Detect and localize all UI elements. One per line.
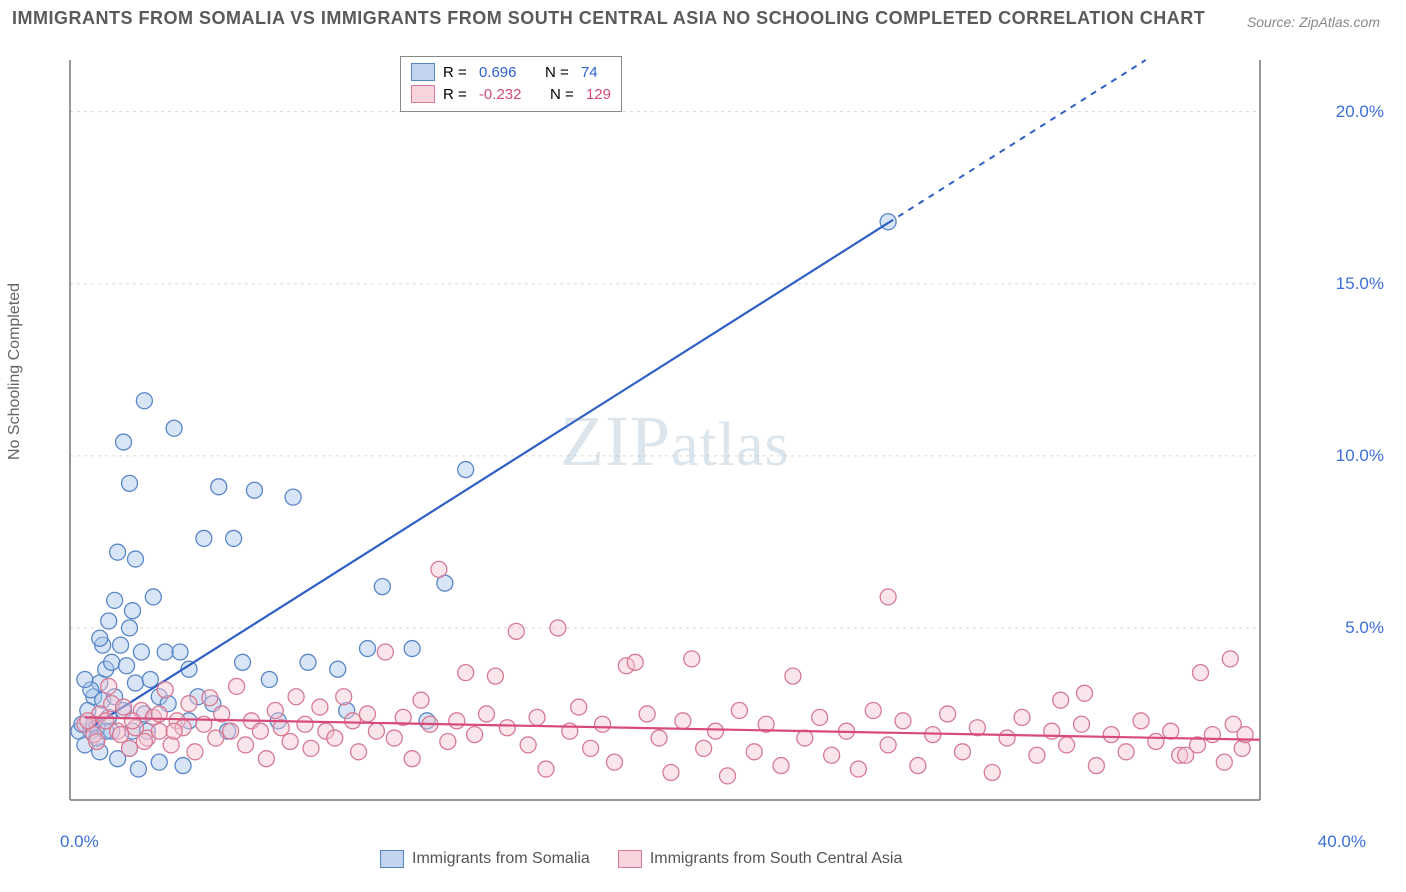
y-tick: 5.0% [1345, 618, 1384, 638]
stat-r-value: -0.232 [479, 86, 522, 103]
y-tick: 20.0% [1336, 102, 1384, 122]
legend-stats: R = 0.696 N = 74 R = -0.232 N = 129 [400, 56, 622, 112]
y-tick: 15.0% [1336, 274, 1384, 294]
scatter-svg [60, 50, 1320, 830]
swatch-blue [411, 63, 435, 81]
swatch-blue [380, 850, 404, 868]
stat-n-value: 74 [581, 64, 598, 81]
stat-label: R = [443, 64, 471, 81]
stat-n-value: 129 [586, 86, 611, 103]
plot-area [60, 50, 1320, 830]
stat-label: N = [545, 64, 573, 81]
chart-title: IMMIGRANTS FROM SOMALIA VS IMMIGRANTS FR… [12, 8, 1205, 29]
legend-stats-row: R = 0.696 N = 74 [411, 61, 611, 83]
legend-series: Immigrants from Somalia Immigrants from … [380, 850, 902, 868]
stat-label: R = [443, 86, 471, 103]
swatch-pink [618, 850, 642, 868]
legend-item: Immigrants from South Central Asia [618, 850, 903, 868]
stat-r-value: 0.696 [479, 64, 517, 81]
legend-label: Immigrants from Somalia [412, 850, 590, 868]
legend-stats-row: R = -0.232 N = 129 [411, 83, 611, 105]
legend-label: Immigrants from South Central Asia [650, 850, 903, 868]
y-tick: 10.0% [1336, 446, 1384, 466]
y-axis-label: No Schooling Completed [6, 283, 24, 460]
source-link[interactable]: Source: ZipAtlas.com [1247, 14, 1380, 30]
swatch-pink [411, 85, 435, 103]
x-tick: 0.0% [60, 832, 99, 852]
x-tick: 40.0% [1318, 832, 1366, 852]
stat-label: N = [550, 86, 578, 103]
chart-container: IMMIGRANTS FROM SOMALIA VS IMMIGRANTS FR… [0, 0, 1406, 892]
legend-item: Immigrants from Somalia [380, 850, 590, 868]
